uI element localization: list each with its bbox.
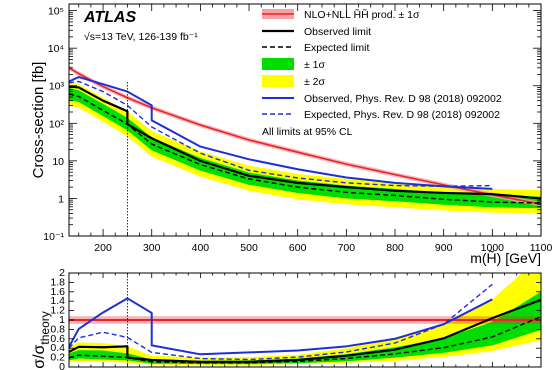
legend-label: NLO+NLL H̃H̃ prod. ± 1σ: [304, 8, 420, 21]
main-y-tick-label: 10⁵: [48, 6, 64, 18]
main-y-tick-label: 10: [52, 156, 64, 168]
ratio-y-axis-title-sub: theory: [38, 311, 52, 344]
legend-item-observed: Observed limit: [262, 26, 371, 38]
main-x-tick-label: 1100: [530, 242, 553, 254]
legend-label: ± 2σ: [304, 76, 326, 88]
main-frame: [68, 3, 542, 237]
cl-note: All limits at 95% CL: [262, 126, 353, 138]
main-y-axis-title: Cross-section [fb]: [30, 62, 47, 179]
ratio-y-tick-label: 0.2: [50, 352, 65, 364]
main-x-tick-label: 900: [435, 242, 453, 254]
legend-item-theory: NLO+NLL H̃H̃ prod. ± 1σ: [262, 8, 420, 21]
legend-item-expected: Expected limit: [262, 42, 369, 54]
ratio-y-tick-label: 0: [59, 361, 65, 370]
main-expected-line: [69, 93, 541, 204]
ratio-y-tick-label: 1.8: [50, 276, 65, 288]
main-y-tick-label: 1: [58, 193, 64, 205]
main-x-tick-label: 200: [94, 242, 112, 254]
ratio-y-tick-label: 2: [59, 267, 65, 279]
legend: NLO+NLL H̃H̃ prod. ± 1σ Observed limit Exp…: [262, 8, 502, 138]
main-observed-line: [69, 85, 541, 200]
main-y-tick-label: 10³: [49, 81, 65, 93]
ratio-panel: 00.20.40.60.811.21.41.61.82 σ/σtheory: [31, 267, 542, 370]
ratio-y-tick-label: 1: [59, 314, 65, 326]
main-x-tick-label: 500: [240, 242, 258, 254]
ratio-y-axis-title: σ/σtheory: [31, 311, 52, 369]
ratio-y-tick-label: 1.4: [50, 295, 65, 307]
legend-label: ± 1σ: [304, 59, 326, 71]
ratio-y-tick-label: 1.6: [50, 286, 65, 298]
main-x-tick-label: 600: [289, 242, 307, 254]
energy-label: √s=13 TeV, 126-139 fb⁻¹: [84, 31, 198, 43]
legend-item-prev_exp: Expected, Phys. Rev. D 98 (2018) 092002: [262, 109, 500, 121]
legend-label: Expected, Phys. Rev. D 98 (2018) 092002: [304, 109, 500, 121]
legend-label: Observed, Phys. Rev. D 98 (2018) 092002: [304, 93, 502, 105]
main-x-tick-label: 400: [192, 242, 210, 254]
ratio-y-tick-label: 0.8: [50, 323, 65, 335]
ratio-band1-area: [69, 291, 541, 365]
main-y-tick-label: 10²: [49, 118, 65, 130]
legend-item-prev_obs: Observed, Phys. Rev. D 98 (2018) 092002: [262, 93, 502, 105]
main-y-tick-label: 10⁴: [48, 43, 64, 55]
ratio-plot-area: [69, 273, 541, 366]
main-prev_obs-line: [69, 76, 493, 190]
ratio-prev_exp-line: [69, 283, 493, 361]
ratio-prev_obs-line: [69, 297, 493, 356]
x-axis-title: m(H̃) [GeV]: [470, 250, 541, 266]
legend-item-band1: ± 1σ: [262, 58, 326, 71]
ratio-observed-line: [69, 298, 541, 363]
ratio-y-tick-label: 0.4: [50, 342, 65, 354]
main-panel: 200 300 400 500 600 700 800 900 1000 1100 10⁻¹ 1 10 1…: [30, 3, 553, 266]
main-x-tick-label: 1000: [481, 242, 505, 254]
ratio-y-axis-title-main: σ/σ: [31, 344, 48, 368]
legend-swatch: [262, 75, 294, 87]
main-x-tick-label: 700: [338, 242, 356, 254]
legend-label: Observed limit: [304, 26, 371, 38]
legend-swatch: [262, 58, 294, 70]
experiment-label: ATLAS: [83, 9, 136, 26]
main-plot-area: [69, 65, 541, 214]
main-y-tick-label: 10⁻¹: [43, 231, 64, 243]
main-prev_exp-line: [69, 80, 493, 188]
main-x-tick-label: 800: [386, 242, 404, 254]
legend-item-band2: ± 2σ: [262, 75, 326, 88]
main-x-tick-label: 300: [143, 242, 161, 254]
ratio-y-tick-label: 1.2: [50, 305, 65, 317]
legend-label: Expected limit: [304, 42, 369, 54]
ratio-y-tick-label: 0.6: [50, 333, 65, 345]
